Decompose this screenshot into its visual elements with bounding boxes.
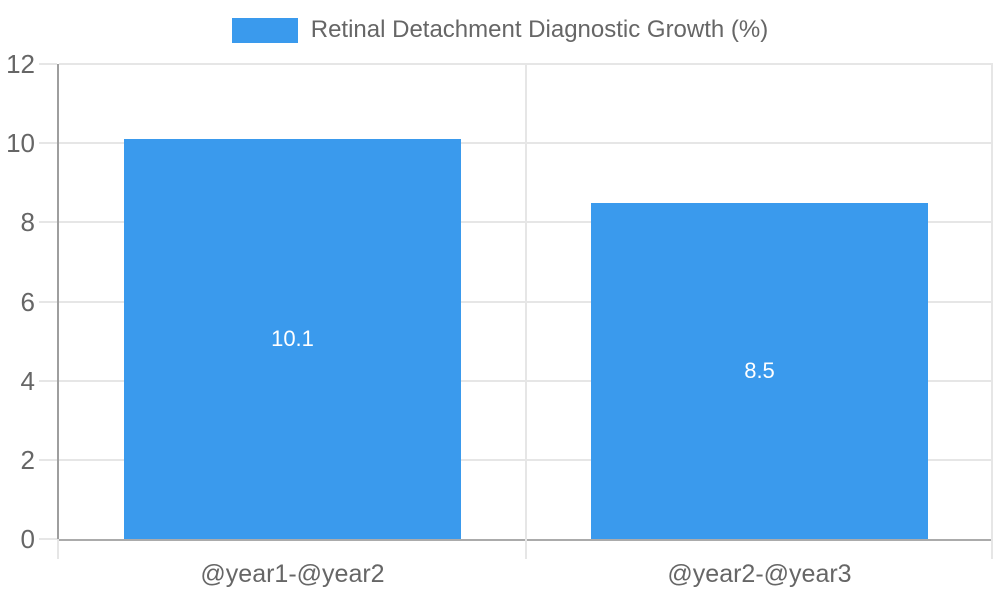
y-axis-tick [39, 142, 57, 145]
y-axis-tick [39, 379, 57, 382]
x-axis-tick [525, 539, 527, 559]
bar-value-label: 10.1 [271, 326, 314, 352]
legend-label: Retinal Detachment Diagnostic Growth (%) [310, 16, 769, 43]
x-gridline [991, 64, 993, 539]
y-tick-label: 6 [20, 286, 35, 317]
plot-area: 0 2 4 6 8 10 12 10.1 @year1-@year2 8.5 @year2-@yea… [6, 51, 993, 587]
bar[interactable] [591, 202, 928, 539]
y-axis-tick [39, 300, 57, 303]
y-axis-tick [39, 458, 57, 461]
y-tick-label: 8 [20, 207, 35, 238]
legend[interactable]: Retinal Detachment Diagnostic Growth (%) [0, 16, 1000, 44]
x-gridline [525, 64, 527, 539]
y-axis-tick [39, 63, 57, 65]
x-axis-tick [57, 539, 59, 559]
y-tick-label: 0 [20, 524, 35, 554]
y-tick-label: 2 [20, 444, 35, 475]
bar-value-label: 8.5 [744, 357, 775, 383]
y-axis-tick [39, 221, 57, 224]
y-tick-label: 10 [6, 128, 35, 159]
x-tick-label: @year1-@year2 [200, 560, 385, 588]
x-axis-tick [991, 539, 993, 559]
bar[interactable] [124, 139, 461, 539]
x-tick-label: @year2-@year3 [667, 560, 852, 588]
legend-swatch-icon [231, 17, 298, 43]
y-axis-tick [39, 538, 57, 540]
y-tick-label: 4 [20, 365, 35, 396]
y-tick-label: 12 [6, 49, 35, 79]
